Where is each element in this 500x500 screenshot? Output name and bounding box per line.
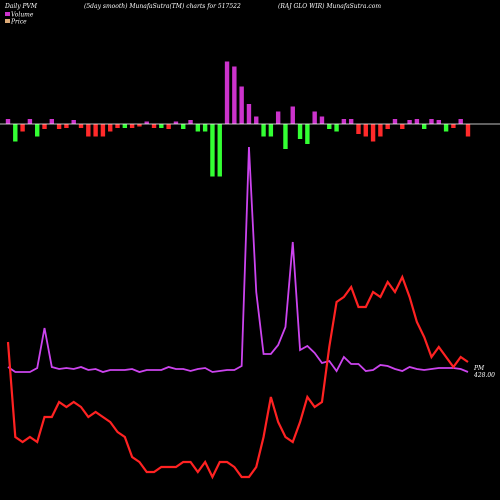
- volume-bar: [13, 124, 18, 142]
- volume-bar: [93, 124, 98, 137]
- volume-bar: [42, 124, 47, 129]
- volume-bar: [64, 124, 69, 128]
- volume-bar: [173, 121, 179, 124]
- volume-bar: [78, 124, 84, 128]
- volume-bar: [451, 124, 456, 128]
- volume-bar: [297, 124, 303, 139]
- volume-bar: [392, 119, 398, 124]
- volume-bar: [348, 119, 354, 124]
- volume-bar: [312, 111, 317, 124]
- legend-volume-swatch: [5, 12, 10, 16]
- volume-bar: [224, 61, 230, 124]
- legend-price-label: Price: [10, 19, 27, 26]
- volume-bar: [341, 119, 347, 124]
- volume-bar: [188, 120, 193, 124]
- chart-title-left: Daily PVM: [4, 3, 38, 10]
- volume-bar: [429, 119, 434, 124]
- volume-bar: [305, 124, 310, 144]
- volume-bar: [195, 124, 201, 132]
- volume-bar: [290, 106, 295, 124]
- volume-bar: [86, 124, 91, 137]
- volume-bar: [327, 124, 332, 129]
- volume-bar: [56, 124, 62, 129]
- volume-bar: [370, 124, 376, 142]
- volume-bar: [283, 124, 288, 149]
- volume-bar: [5, 119, 11, 124]
- volume-bar: [407, 120, 412, 124]
- volume-bar: [232, 66, 237, 124]
- legend-volume-label: Volume: [11, 12, 34, 19]
- volume-bar: [458, 119, 463, 124]
- volume-bar: [334, 124, 339, 132]
- volume-bar: [20, 124, 25, 132]
- volume-bar: [363, 124, 368, 137]
- volume-bar: [202, 124, 208, 132]
- volume-bar: [35, 124, 40, 137]
- volume-bar: [319, 116, 325, 124]
- volume-bar: [71, 120, 76, 124]
- volume-bar: [246, 104, 252, 124]
- volume-bar: [414, 119, 420, 124]
- volume-bar: [137, 124, 142, 127]
- volume-bar: [268, 124, 274, 137]
- volume-bar: [27, 119, 33, 124]
- volume-bar: [159, 124, 164, 128]
- volume-bar: [108, 124, 113, 132]
- volume-bar: [217, 124, 222, 177]
- volume-bar: [400, 124, 405, 129]
- volume-bar: [436, 120, 441, 124]
- volume-bar: [275, 111, 281, 124]
- pvm-end-label: PM: [473, 365, 485, 372]
- volume-bar: [129, 124, 135, 128]
- volume-bar: [239, 86, 244, 124]
- legend-price-swatch: [5, 19, 10, 23]
- volume-bar: [100, 124, 106, 137]
- volume-bar: [181, 124, 186, 129]
- volume-bar: [166, 124, 171, 129]
- volume-bar: [378, 124, 383, 137]
- volume-bar: [465, 124, 471, 137]
- volume-bar: [210, 124, 215, 177]
- volume-bar: [261, 124, 266, 137]
- chart-title-center: (5day smooth) MunafaSutra(TM) charts for…: [84, 3, 241, 10]
- price-line: [6, 274, 469, 480]
- volume-bar: [385, 124, 390, 129]
- volume-bar: [151, 124, 157, 128]
- volume-bars: [5, 61, 471, 177]
- volume-bar: [122, 124, 128, 128]
- price-end-label: 428.00: [473, 372, 495, 379]
- volume-bar: [443, 124, 449, 132]
- chart-title-right: (RAJ GLO WIR) MunafaSutra.com: [278, 3, 381, 10]
- volume-bar: [144, 121, 149, 124]
- volume-bar: [254, 116, 259, 124]
- pvm-line: [7, 146, 469, 373]
- volume-bar: [49, 119, 55, 124]
- volume-bar: [356, 124, 361, 134]
- volume-bar: [421, 124, 427, 129]
- volume-bar: [115, 124, 120, 128]
